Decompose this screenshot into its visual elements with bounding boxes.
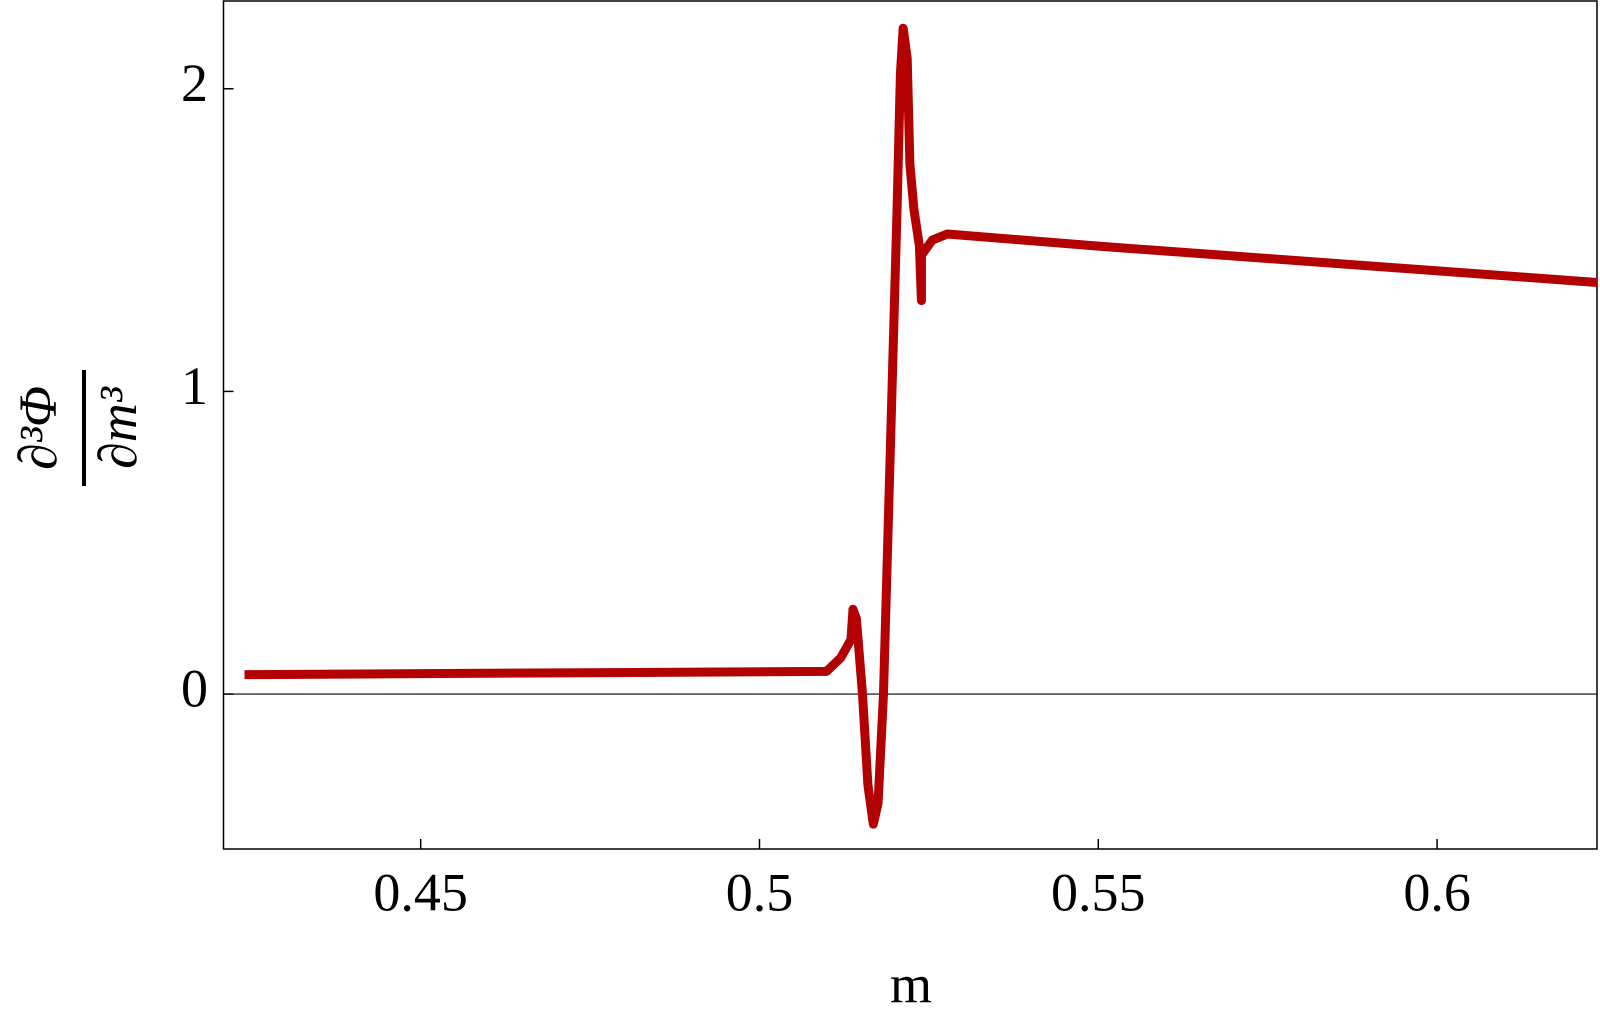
y-label-denominator: ∂m³ (88, 386, 148, 469)
plot-frame (222, 0, 1598, 850)
x-axis-label: m (890, 954, 932, 1014)
x-tick-label: 0.45 (373, 862, 468, 922)
y-axis-label: ∂³Φ ∂m³ (8, 370, 148, 486)
x-tick-label: 0.5 (726, 862, 794, 922)
y-tick-label: 1 (181, 356, 208, 416)
y-tick-label: 2 (181, 53, 208, 113)
x-tick-label: 0.6 (1403, 862, 1471, 922)
x-tick-label: 0.55 (1051, 862, 1146, 922)
data-line (244, 23, 1598, 829)
y-label-numerator: ∂³Φ (8, 386, 68, 470)
y-tick-label: 0 (181, 658, 208, 718)
